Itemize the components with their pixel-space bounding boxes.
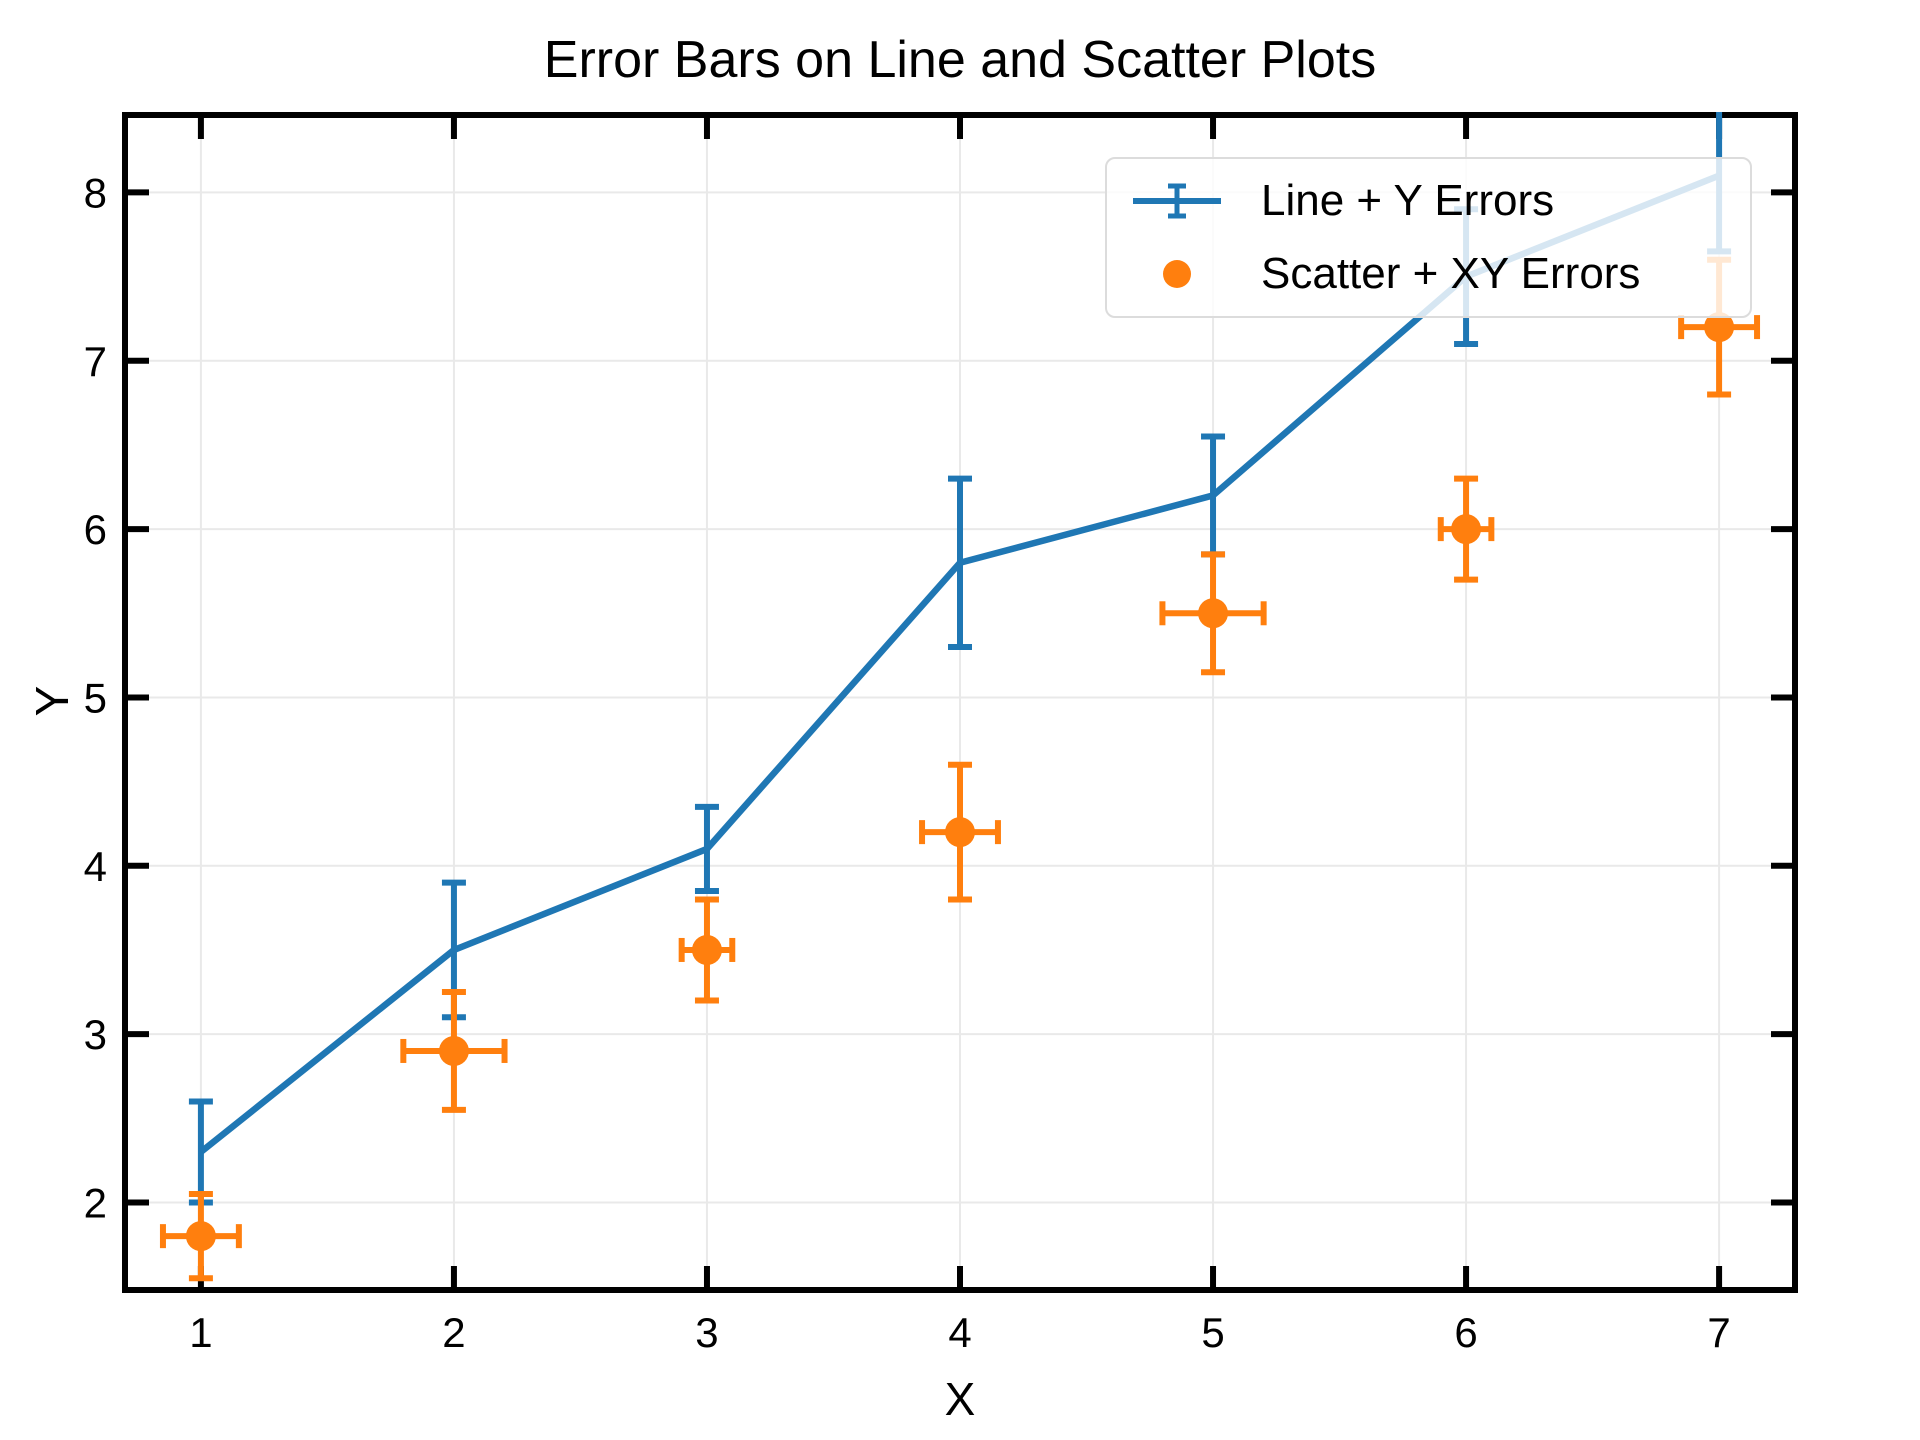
- scatter-point: [438, 1035, 469, 1066]
- scatter-marker-icon: [1163, 259, 1191, 288]
- scatter-point: [185, 1221, 216, 1252]
- x-tick-label: 3: [695, 1309, 718, 1356]
- y-tick-label: 5: [84, 674, 107, 721]
- y-tick-label: 4: [84, 843, 107, 890]
- legend: Line + Y Errors Scatter + XY Errors: [1105, 157, 1752, 318]
- x-tick-label: 1: [189, 1309, 212, 1356]
- tick-labels: 1 2 3 4 5 6 7 2 3 4 5 6 7 8: [84, 169, 1731, 1356]
- x-tick-label: 7: [1707, 1309, 1730, 1356]
- x-tick-label: 6: [1454, 1309, 1477, 1356]
- scatter-point: [1451, 514, 1482, 545]
- errorbar-line-icon: [1133, 183, 1221, 219]
- legend-item-line: Line + Y Errors: [1107, 166, 1750, 236]
- legend-label-line: Line + Y Errors: [1261, 176, 1555, 226]
- y-tick-label: 2: [84, 1179, 107, 1226]
- x-tick-label: 4: [948, 1309, 971, 1356]
- scatter-point: [1704, 312, 1735, 343]
- x-axis-label: X: [944, 1373, 976, 1425]
- scatter-point: [1198, 598, 1229, 629]
- scatter-point: [945, 817, 975, 848]
- y-tick-label: 6: [84, 506, 107, 553]
- y-axis-label: Y: [26, 685, 78, 717]
- legend-item-scatter: Scatter + XY Errors: [1107, 239, 1750, 309]
- y-tick-label: 8: [84, 169, 107, 216]
- y-tick-label: 3: [84, 1011, 107, 1058]
- x-tick-label: 2: [442, 1309, 465, 1356]
- y-tick-label: 7: [84, 338, 107, 385]
- x-tick-label: 5: [1201, 1309, 1224, 1356]
- legend-label-scatter: Scatter + XY Errors: [1261, 248, 1641, 298]
- scatter-point: [691, 934, 722, 965]
- chart-title: Error Bars on Line and Scatter Plots: [543, 31, 1377, 89]
- series-scatter: [159, 256, 1761, 1282]
